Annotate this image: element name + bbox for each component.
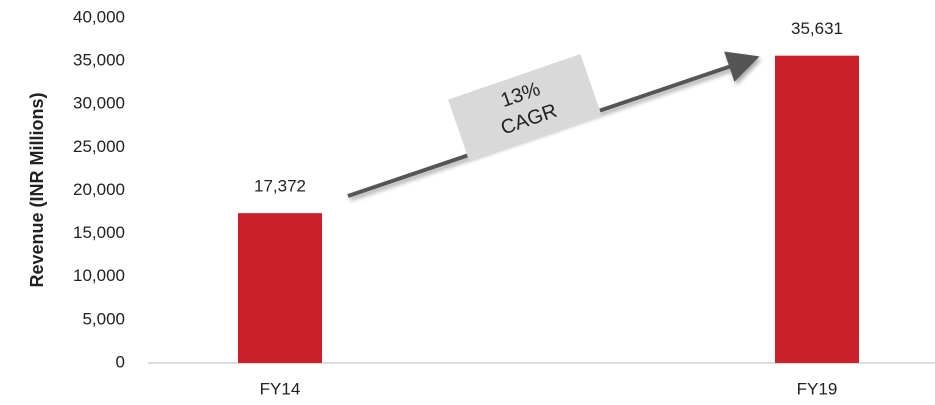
y-tick-label: 15,000 bbox=[73, 223, 125, 242]
y-tick-label: 40,000 bbox=[73, 7, 125, 26]
y-tick-label: 25,000 bbox=[73, 137, 125, 156]
value-label: 35,631 bbox=[791, 19, 843, 38]
y-tick-label: 10,000 bbox=[73, 266, 125, 285]
y-tick-label: 5,000 bbox=[82, 309, 125, 328]
y-axis-label: Revenue (INR Millions) bbox=[27, 92, 47, 287]
y-tick-label: 30,000 bbox=[73, 94, 125, 113]
y-tick-label: 35,000 bbox=[73, 51, 125, 70]
x-tick-label: FY19 bbox=[797, 379, 838, 398]
value-label: 17,372 bbox=[254, 177, 306, 196]
y-tick-label: 0 bbox=[116, 352, 125, 371]
bar bbox=[238, 213, 322, 363]
cagr-annotation: 13% CAGR bbox=[448, 54, 602, 162]
bar bbox=[775, 55, 859, 364]
y-tick-label: 20,000 bbox=[73, 180, 125, 199]
x-tick-label: FY14 bbox=[260, 379, 301, 398]
annotation-box bbox=[448, 54, 602, 162]
